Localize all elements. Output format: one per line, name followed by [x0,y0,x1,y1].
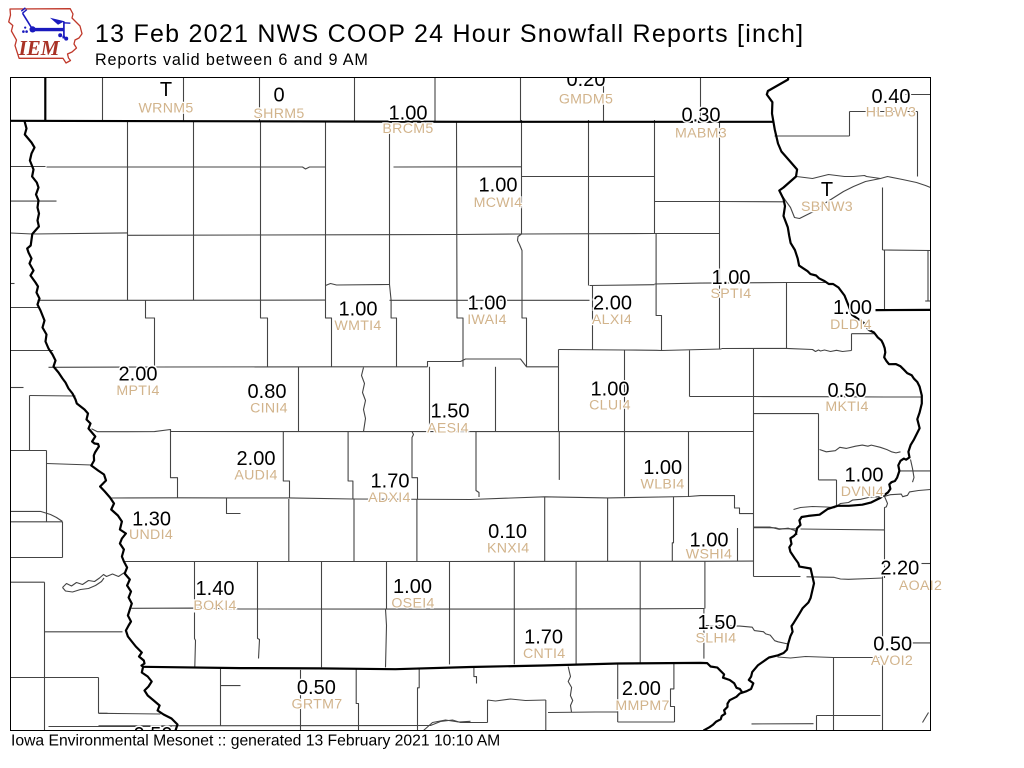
svg-text:1.00: 1.00 [468,293,507,315]
svg-text:UNDI4: UNDI4 [129,527,173,543]
svg-text:0.50: 0.50 [873,633,912,655]
svg-text:0.20: 0.20 [567,69,606,91]
svg-text:0.30: 0.30 [682,105,721,127]
svg-text:1.00: 1.00 [389,103,428,125]
svg-text:OSEI4: OSEI4 [391,596,434,612]
svg-text:AESI4: AESI4 [427,421,469,437]
svg-text:SLHI4: SLHI4 [696,630,737,646]
svg-text:0.80: 0.80 [248,381,287,403]
svg-text:CLUI4: CLUI4 [589,398,631,414]
svg-text:0.50: 0.50 [828,380,867,402]
svg-text:CNTI4: CNTI4 [523,646,566,662]
svg-text:Iowa Environmental Mesonet ::: Iowa Environmental Mesonet :: generated … [11,733,500,750]
svg-text:ALXI4: ALXI4 [592,312,632,328]
svg-text:1.50: 1.50 [431,401,470,423]
svg-text:1.00: 1.00 [643,457,682,479]
svg-text:13 Feb 2021 NWS COOP 24 Hour S: 13 Feb 2021 NWS COOP 24 Hour Snowfall Re… [95,20,804,48]
svg-text:MCWI4: MCWI4 [474,195,523,211]
svg-text:T: T [160,79,172,101]
svg-text:GMDM5: GMDM5 [559,92,613,108]
svg-text:Reports valid between 6 and 9: Reports valid between 6 and 9 AM [95,51,369,69]
svg-text:WLBI4: WLBI4 [641,476,685,492]
svg-text:0: 0 [273,85,284,107]
svg-text:DVNI4: DVNI4 [841,484,884,500]
svg-text:MABM3: MABM3 [675,126,727,142]
svg-text:WSHI4: WSHI4 [686,546,732,562]
svg-text:2.20: 2.20 [880,558,919,580]
svg-text:1.00: 1.00 [845,465,884,487]
svg-text:BRCM5: BRCM5 [382,121,433,137]
svg-text:AVOI2: AVOI2 [871,653,913,669]
svg-text:HLBW3: HLBW3 [866,105,916,121]
svg-text:0.50: 0.50 [297,677,336,699]
svg-text:MKTI4: MKTI4 [825,399,868,415]
svg-text:0.50: 0.50 [134,724,173,746]
svg-text:BOKI4: BOKI4 [193,598,236,614]
svg-text:1.50: 1.50 [698,612,737,634]
svg-text:2.00: 2.00 [622,678,661,700]
svg-text:2.00: 2.00 [237,448,276,470]
svg-text:1.30: 1.30 [132,509,171,531]
svg-text:IWAI4: IWAI4 [467,312,507,328]
svg-text:WRNM5: WRNM5 [138,101,193,117]
svg-text:1.00: 1.00 [690,530,729,552]
svg-text:WMTI4: WMTI4 [334,318,381,334]
svg-text:T: T [821,179,833,201]
svg-text:ADXI4: ADXI4 [368,490,411,506]
svg-text:1.40: 1.40 [196,578,235,600]
svg-text:AOAI2: AOAI2 [899,578,942,594]
svg-text:SPTI4: SPTI4 [711,286,752,302]
svg-text:SBNW3: SBNW3 [801,199,853,215]
svg-text:MPTI4: MPTI4 [116,383,159,399]
svg-text:0.40: 0.40 [872,86,911,108]
svg-text:1.00: 1.00 [339,299,378,321]
svg-text:CINI4: CINI4 [250,401,288,417]
svg-text:MMPM7: MMPM7 [615,698,669,714]
svg-text:KNXI4: KNXI4 [487,540,530,556]
svg-text:1.00: 1.00 [712,267,751,289]
svg-text:0.10: 0.10 [488,521,527,543]
svg-text:DLDI4: DLDI4 [830,317,872,333]
svg-text:1.00: 1.00 [591,379,630,401]
svg-text:IEM: IEM [18,36,61,60]
svg-text:SHRM5: SHRM5 [253,106,304,122]
svg-text:GRTM7: GRTM7 [292,697,343,713]
svg-text:1.00: 1.00 [393,576,432,598]
svg-text:1.70: 1.70 [524,627,563,649]
svg-text:1.00: 1.00 [479,175,518,197]
svg-text:1.00: 1.00 [833,297,872,319]
svg-text:2.00: 2.00 [593,293,632,315]
svg-text:1.70: 1.70 [371,471,410,493]
svg-text:AUDI4: AUDI4 [234,467,277,483]
svg-text:2.00: 2.00 [119,364,158,386]
